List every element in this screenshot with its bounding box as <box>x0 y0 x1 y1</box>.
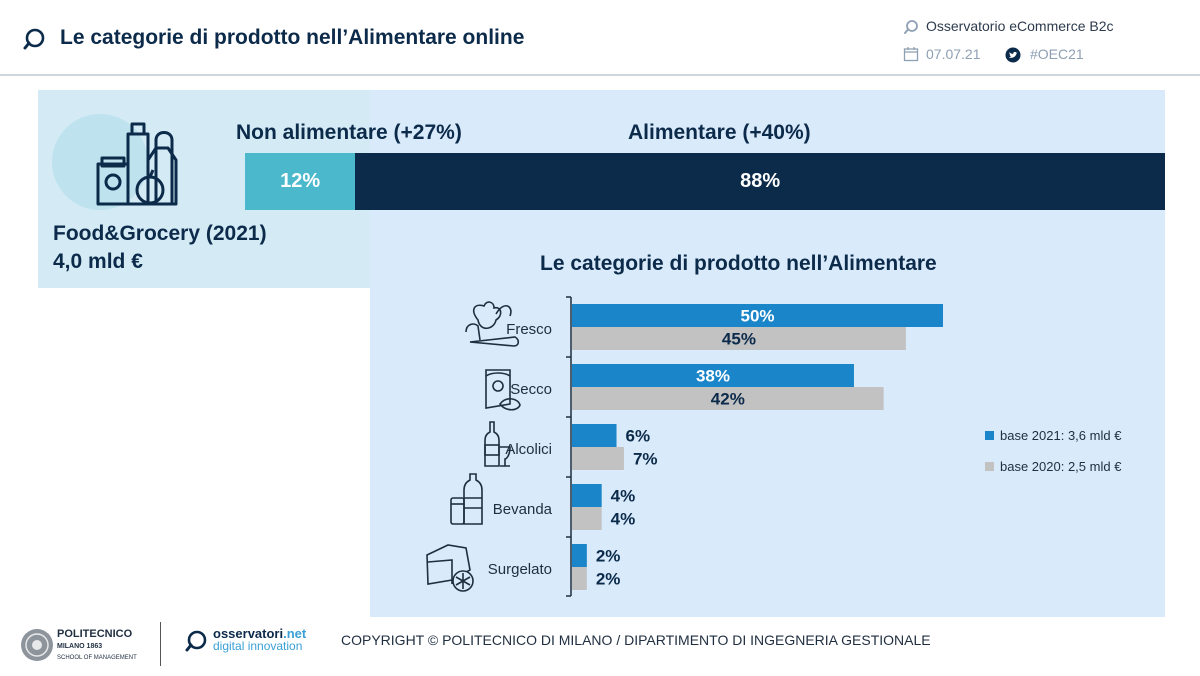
bar-value-label: 42% <box>711 390 745 409</box>
bar-2020 <box>572 387 884 410</box>
segment-value-alimentare: 88% <box>740 170 781 192</box>
bar-value-label: 4% <box>611 510 636 529</box>
bar-value-label: 50% <box>740 307 774 326</box>
source-label: Osservatorio eCommerce B2c <box>926 18 1114 34</box>
category-label: Surgelato <box>488 561 552 578</box>
observatory-logo-icon <box>23 28 45 50</box>
bar-value-label: 2% <box>596 570 621 589</box>
drink-bottles-icon <box>450 473 483 525</box>
dry-food-package-icon <box>485 369 521 411</box>
hashtag-label: #OEC21 <box>1030 46 1084 62</box>
legend-swatch-2020 <box>985 462 994 471</box>
bar-2020 <box>572 567 587 590</box>
politecnico-seal-icon <box>21 629 53 661</box>
bar-2020 <box>572 327 906 350</box>
segment-bar-non-alimentare: 12% <box>245 153 356 210</box>
osservatori-name: osservatori <box>213 626 284 641</box>
category-label: Alcolici <box>505 441 552 458</box>
frozen-food-icon <box>426 544 474 592</box>
bar-2021 <box>572 544 587 567</box>
header-divider <box>0 74 1200 76</box>
legend-item-2021: base 2021: 3,6 mld € <box>985 428 1121 443</box>
osservatori-logo-icon <box>185 630 207 652</box>
category-label: Secco <box>510 381 552 398</box>
bar-2020 <box>572 507 602 530</box>
osservatori-domain: .net <box>283 626 307 641</box>
category-label: Bevanda <box>493 501 553 518</box>
chart-title: Le categorie di prodotto nell’Alimentare <box>540 252 937 275</box>
bar-2021 <box>572 364 854 387</box>
bar-value-label: 2% <box>596 547 621 566</box>
bar-value-label: 38% <box>696 367 730 386</box>
food-grocery-value: 4,0 mld € <box>53 250 143 273</box>
bar-2021 <box>572 304 943 327</box>
politecnico-name: POLITECNICO <box>57 628 133 640</box>
segment-bar-alimentare: 88% <box>355 153 1165 210</box>
calendar-icon <box>903 47 919 62</box>
bar-2021 <box>572 484 602 507</box>
segment-label-alimentare: Alimentare (+40%) <box>628 121 811 144</box>
legend-swatch-2021 <box>985 431 994 440</box>
wine-bottle-icon <box>484 421 511 467</box>
grocery-bag-icon <box>96 122 178 206</box>
page-title: Le categorie di prodotto nell’Alimentare… <box>60 26 525 49</box>
bar-value-label: 7% <box>633 450 658 469</box>
food-grocery-year: Food&Grocery (2021) <box>53 222 267 245</box>
politecnico-school: SCHOOL OF MANAGEMENT <box>57 655 137 661</box>
twitter-icon <box>1005 47 1021 63</box>
copyright-text: COPYRIGHT © POLITECNICO DI MILANO / DIPA… <box>341 632 931 648</box>
politecnico-city: MILANO 1863 <box>57 643 103 650</box>
osservatori-logo: osservatori.net digital innovation <box>213 627 306 653</box>
footer-divider <box>160 622 161 666</box>
legend-item-2020: base 2020: 2,5 mld € <box>985 459 1121 474</box>
observatory-small-icon <box>904 20 918 34</box>
bar-value-label: 45% <box>722 330 756 349</box>
bar-value-label: 6% <box>626 427 651 446</box>
food-grocery-total: Food&Grocery (2021) 4,0 mld € <box>53 220 267 276</box>
osservatori-tagline: digital innovation <box>213 639 303 653</box>
category-label: Fresco <box>506 321 552 338</box>
date-label: 07.07.21 <box>926 46 981 62</box>
bar-2020 <box>572 447 624 470</box>
legend-label-2020: base 2020: 2,5 mld € <box>1000 459 1122 474</box>
legend-label-2021: base 2021: 3,6 mld € <box>1000 428 1122 443</box>
politecnico-logo: POLITECNICO MILANO 1863 SCHOOL OF MANAGE… <box>57 629 137 663</box>
bar-value-label: 4% <box>611 487 636 506</box>
segment-value-non-alimentare: 12% <box>280 170 321 192</box>
segment-label-non-alimentare: Non alimentare (+27%) <box>236 121 462 144</box>
bar-2021 <box>572 424 617 447</box>
vegetables-icon <box>465 301 520 347</box>
